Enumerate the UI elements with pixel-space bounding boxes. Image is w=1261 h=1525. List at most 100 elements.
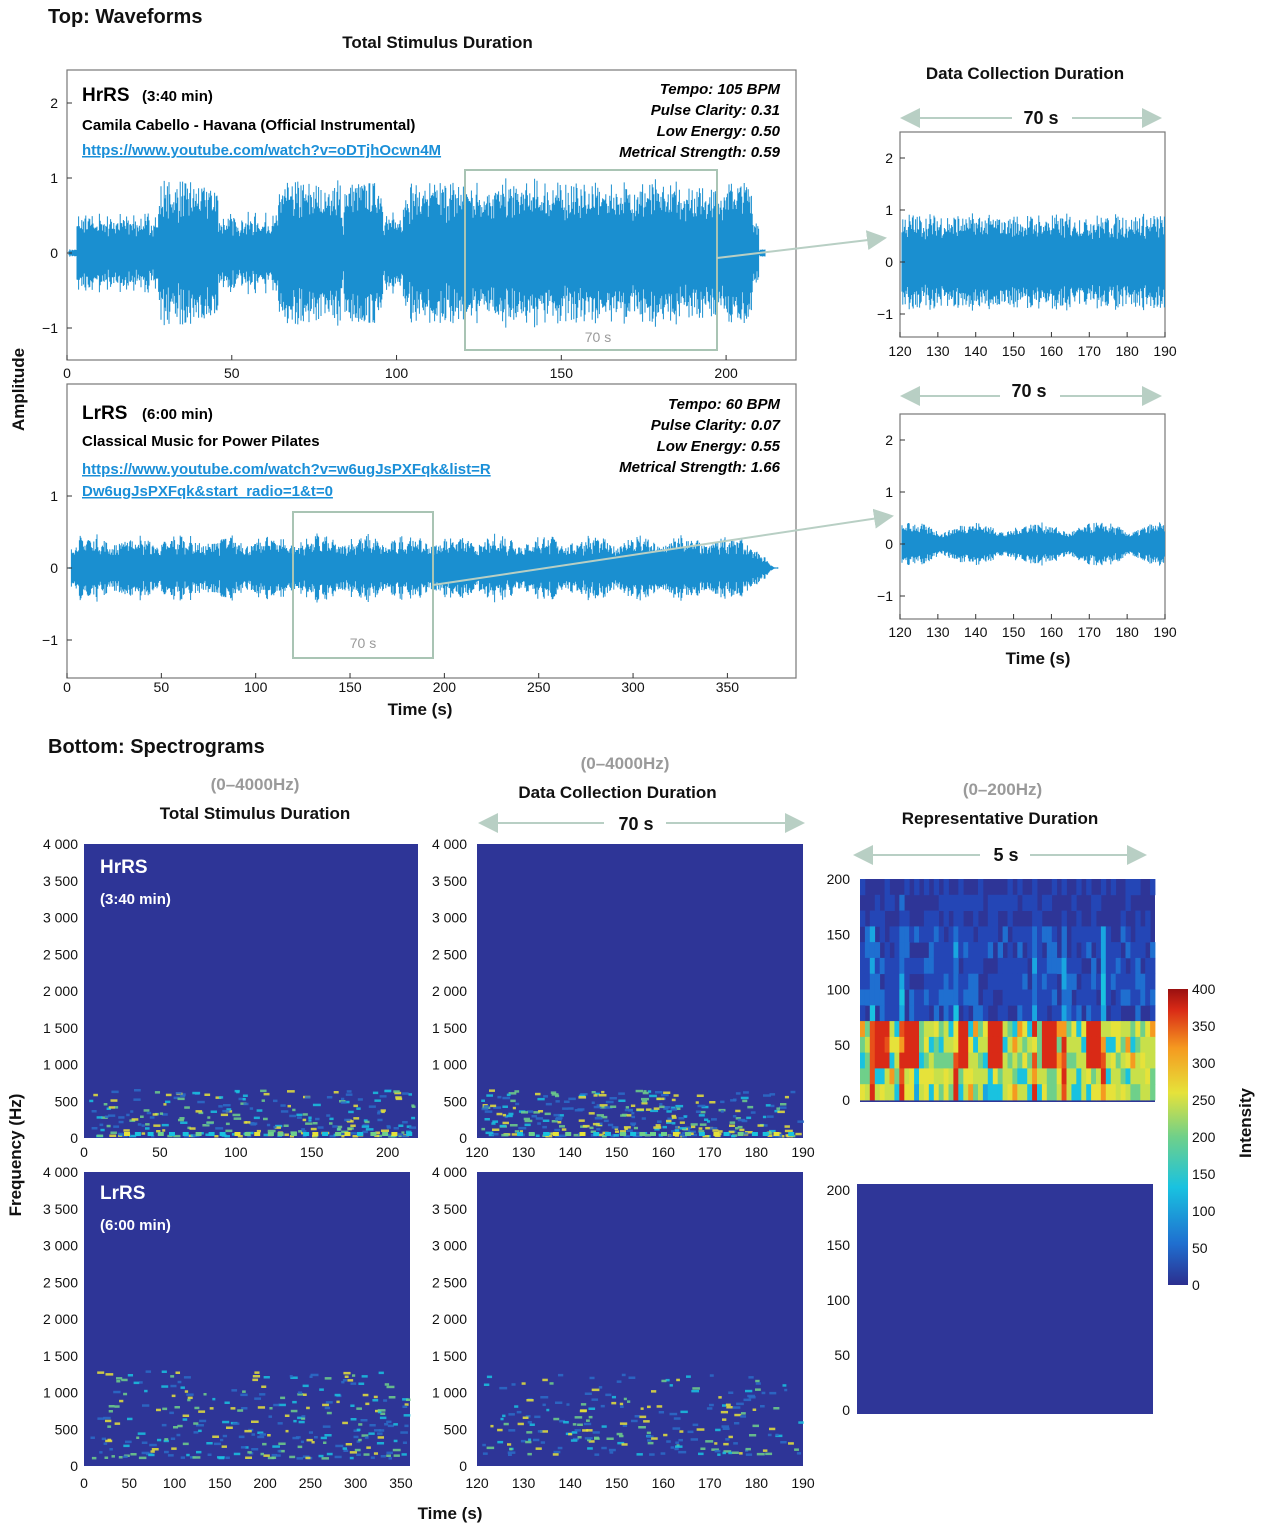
lrrs_spectrogram_total-energy-mark [97,1417,105,1420]
hrrs_spectrogram_window-bass-mark [751,1132,758,1136]
lrrs-song-link-line-1[interactable]: https://www.youtube.com/watch?v=w6ugJsPX… [82,461,491,478]
lrrs-song-link-line-2[interactable]: Dw6ugJsPXFqk&start_radio=1&t=0 [82,483,333,500]
hrrs_spectrogram_window-energy-mark [671,1130,675,1133]
lrrs_spectrogram_total-energy-mark [175,1371,181,1374]
representative-heat-cell [1012,973,1018,990]
representative-heat-cell [933,926,940,943]
lrrs_spectrogram_window-energy-mark [557,1446,563,1450]
lrrs_spectrogram_window-energy-mark [678,1438,683,1442]
representative-heat-cell [987,894,994,911]
hrrs_waveform_window-ytick-label: −1 [877,306,893,322]
representative-heat-cell [869,1052,876,1069]
lrrs_spectrogram_window-energy-mark [700,1447,706,1450]
representative-heat-cell [1032,1052,1038,1069]
lrrs_spectrogram_window-energy-mark [669,1384,673,1387]
lrrs_spectrogram_total-energy-mark [375,1409,381,1413]
representative-heat-cell [1100,1036,1107,1054]
representative-heat-cell [948,1005,954,1022]
hrrs_spectrogram_window-energy-mark [628,1109,634,1112]
representative-heat-cell [1086,926,1092,943]
representative-heat-cell [928,942,935,959]
representative-heat-cell [1145,989,1151,1006]
representative-heat-cell [1145,957,1151,975]
representative-heat-cell [1150,989,1156,1006]
hrrs_spectrogram_total-xtick-label: 200 [376,1144,400,1160]
hrrs_spectrogram_window-energy-mark [631,1115,636,1119]
hrrs_spectrogram_window-energy-mark [557,1121,562,1124]
lrrs_spectrogram_total-energy-mark [103,1416,111,1420]
hrrs_spectrogram_window-energy-mark [623,1126,631,1129]
representative-heat-cell [904,942,910,959]
representative-heat-cell [1081,1068,1087,1085]
representative-heat-cell [1140,1068,1146,1085]
lrrs_spectrogram_total-xtick-label: 150 [208,1475,232,1491]
representative-heat-cell [1076,1052,1082,1069]
hrrs_spectrogram_total-energy-mark [106,1107,111,1110]
lrrs_spectrogram_window-energy-mark [658,1411,665,1414]
representative-heat-cell [1046,957,1053,975]
representative-heat-cell [1086,989,1092,1006]
hrrs_spectrogram_total-bass-mark [134,1132,141,1136]
representative-heat-cell [1022,894,1028,911]
hrrs_spectrogram_window-energy-mark [739,1128,745,1132]
hrrs_spectrogram_window-energy-mark [778,1106,787,1109]
lrrs_spectrogram_total-energy-mark [141,1441,148,1444]
representative-heat-cell [919,989,925,1006]
lrrs_spectrogram_total-energy-mark [349,1451,358,1454]
representative-heat-cell [860,1005,866,1022]
lrrs_spectrogram_window-energy-mark [636,1453,643,1456]
representative-heat-cell [1115,957,1121,975]
range-heading-representative: (0–200Hz) [962,780,1043,799]
hrrs_spectrogram_window-energy-mark [578,1096,587,1099]
hrrs_spectrogram_window-energy-mark [671,1116,677,1119]
representative-heat-cell [963,989,969,1006]
hrrs_spectrogram_total-energy-mark [202,1124,210,1127]
lrrs_spectrogram_window-energy-mark [517,1422,524,1426]
hrrs_spectrogram_window-energy-mark [508,1092,517,1095]
representative-heat-cell [1061,910,1067,927]
lrrs_spectrogram_window-energy-mark [736,1402,744,1406]
representative-heat-cell [1017,1052,1023,1069]
lrrs_spectrogram_representative-ytick-label: 200 [827,1182,851,1198]
representative-heat-cell [997,1005,1003,1022]
lrrs_spectrogram_total-energy-mark [187,1396,193,1400]
time-axis-title-bottom: Time (s) [417,1504,483,1523]
lrrs_spectrogram_total-energy-mark [353,1429,360,1432]
hrrs_spectrogram_window-energy-mark [728,1130,735,1134]
hrrs_spectrogram_window-energy-mark [697,1104,706,1108]
representative-heat-cell [1007,1036,1013,1054]
lrrs_spectrogram_window-energy-mark [482,1452,488,1455]
hrrs-duration: (3:40 min) [142,88,213,105]
lrrs-spec-duration: (6:00 min) [100,1217,171,1234]
hrrs_spectrogram_window-energy-mark [563,1100,570,1103]
hrrs_spectrogram_window-energy-mark [506,1093,511,1097]
hrrs_spectrogram_window-bass-mark [723,1132,730,1136]
representative-heat-cell [1066,1021,1072,1038]
representative-heat-cell [1046,989,1053,1006]
hrrs_spectrogram_window-bass-mark [661,1132,667,1136]
lrrs_spectrogram_total-energy-mark [196,1450,202,1454]
hrrs_spectrogram_window-energy-mark [668,1134,673,1137]
lrrs_spectrogram_total-energy-mark [306,1438,313,1442]
representative-heat-cell [1086,1036,1092,1054]
hrrs-song-link[interactable]: https://www.youtube.com/watch?v=oDTjhOcw… [82,142,441,159]
representative-heat-cell [1125,1068,1131,1085]
representative-heat-cell [1115,1052,1121,1069]
hrrs_spectrogram_total-energy-mark [96,1116,103,1119]
representative-heat-cell [894,957,900,975]
representative-heat-cell [860,1068,866,1085]
representative-heat-cell [948,1021,954,1038]
representative-heat-cell [904,926,910,943]
hrrs_spectrogram_total-energy-mark [108,1114,116,1117]
hrrs_spectrogram_window-energy-mark [718,1132,722,1136]
lrrs_spectrogram_window-energy-mark [728,1451,732,1455]
lrrs_spectrogram_total-energy-mark [334,1393,341,1397]
hrrs_spectrogram_window-energy-mark [650,1109,659,1113]
hrrs_spectrogram_window-energy-mark [543,1095,548,1098]
hrrs_spectrogram_window-xtick-label: 120 [465,1144,489,1160]
representative-heat-cell [879,957,885,975]
representative-heat-cell [923,973,930,990]
lrrs_spectrogram_window-energy-mark [553,1450,561,1454]
representative-heat-cell [894,1005,900,1022]
hrrs_spectrogram_window-energy-mark [631,1123,636,1127]
